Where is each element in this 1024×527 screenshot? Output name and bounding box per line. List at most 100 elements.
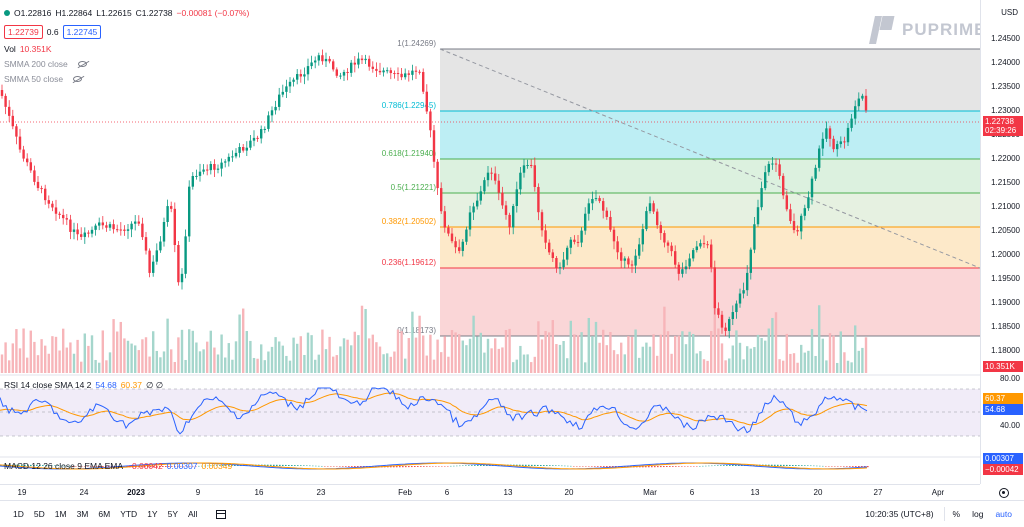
fib-label-0382: 0.382(1.20502) <box>382 217 437 226</box>
price-axis-label: 1.20500 <box>991 226 1020 235</box>
buy-button[interactable]: 1.22745 <box>62 25 102 39</box>
price-axis[interactable]: USD 1.245001.240001.235001.230001.225001… <box>980 0 1024 484</box>
smma200-legend[interactable]: SMMA 200 close <box>4 59 87 69</box>
price-axis-label: 1.18500 <box>991 322 1020 331</box>
range-6m-button[interactable]: 6M <box>98 509 111 519</box>
range-all-button[interactable]: All <box>188 509 198 519</box>
fib-label-05: 0.5(1.21221) <box>391 183 437 192</box>
price-axis-label: 1.19000 <box>991 298 1020 307</box>
smma200-label: SMMA 200 close <box>4 59 68 69</box>
price-axis-label: 1.22000 <box>991 154 1020 163</box>
price-axis-label: 1.23500 <box>991 82 1020 91</box>
fib-label-0236: 0.236(1.19612) <box>382 258 437 267</box>
macd-hist-value: −0.00042 <box>127 461 163 471</box>
auto-toggle[interactable]: auto <box>995 509 1012 519</box>
time-axis-label: 20 <box>564 488 574 497</box>
smma50-legend[interactable]: SMMA 50 close <box>4 74 83 84</box>
timezone-clock[interactable]: 10:20:35 (UTC+8) <box>865 509 934 519</box>
macd-value: 0.00307 <box>166 461 198 471</box>
ohlc-change: −0.00081 (−0.07%) <box>176 8 250 18</box>
ohlc-open: O1.22816 <box>14 8 52 18</box>
time-axis-label: 6 <box>444 488 450 497</box>
price-axis-label: 1.24000 <box>991 58 1020 67</box>
ohlc-legend: O1.22816 H1.22864 L1.22615 C1.22738 −0.0… <box>4 8 249 18</box>
time-axis-label: 23 <box>316 488 326 497</box>
rsi-value: 54.68 <box>95 380 117 390</box>
hidden-eye-icon[interactable] <box>77 61 87 67</box>
countdown-value: 02:39:26 <box>985 126 1017 135</box>
rsi-tag: 54.68 <box>983 404 1023 415</box>
bottom-toolbar: 1D 5D 1M 3M 6M YTD 1Y 5Y All 10:20:35 (U… <box>0 500 1024 527</box>
time-axis[interactable]: 19 24 2023 9 16 23 Feb 6 13 20 Mar 6 13 20 27 Apr <box>0 484 980 500</box>
volume-legend[interactable]: Vol 10.351K <box>4 44 52 54</box>
price-axis-label: 1.23000 <box>991 106 1020 115</box>
ohlc-high: H1.22864 <box>55 8 93 18</box>
range-1d-button[interactable]: 1D <box>13 509 24 519</box>
price-axis-label: 1.21500 <box>991 178 1020 187</box>
time-axis-label: Apr <box>931 488 945 497</box>
range-ytd-button[interactable]: YTD <box>120 509 138 519</box>
time-axis-label: 9 <box>195 488 201 497</box>
macd-signal-line <box>0 462 868 470</box>
time-axis-label: 13 <box>503 488 513 497</box>
macd-tag: 0.00307 <box>983 453 1023 464</box>
range-1m-button[interactable]: 1M <box>54 509 67 519</box>
volume-tag: 10.351K <box>983 361 1023 372</box>
price-axis-label: 1.24500 <box>991 34 1020 43</box>
logo-text: PUPRIME <box>902 20 987 39</box>
time-axis-label: Mar <box>643 488 657 497</box>
buy-sell-panel: 1.22739 0.6 1.22745 <box>4 25 102 39</box>
spread-value: 0.6 <box>46 27 59 37</box>
sell-button[interactable]: 1.22739 <box>4 25 43 39</box>
price-axis-label: 1.19500 <box>991 274 1020 283</box>
fib-label-0: 0(1.18173) <box>397 326 436 335</box>
fib-retracement[interactable]: 1(1.24269) 0.786(1.22945) 0.618(1.21940)… <box>382 39 981 337</box>
macd-legend[interactable]: MACD 12 26 close 9 EMA EMA −0.00042 0.00… <box>4 461 232 471</box>
time-axis-label: 2023 <box>127 488 145 497</box>
rsi-band <box>0 389 980 436</box>
rsi-axis-40: 40.00 <box>999 421 1020 430</box>
calendar-icon[interactable] <box>216 509 227 519</box>
log-toggle[interactable]: log <box>972 509 984 519</box>
rsi-extra: ∅ ∅ <box>145 380 164 390</box>
rsi-ma-tag: 60.37 <box>983 393 1023 404</box>
fib-label-0786: 0.786(1.22945) <box>382 101 437 110</box>
range-1y-button[interactable]: 1Y <box>147 509 158 519</box>
rsi-axis-80: 80.00 <box>999 374 1020 383</box>
range-5d-button[interactable]: 5D <box>33 509 45 519</box>
current-price-tag: 1.22738 02:39:26 <box>983 116 1023 136</box>
time-axis-label: 27 <box>873 488 883 497</box>
puprime-logo: PUPRIME <box>866 16 986 44</box>
range-3m-button[interactable]: 3M <box>76 509 89 519</box>
rsi-legend[interactable]: RSI 14 close SMA 14 2 54.68 60.37 ∅ ∅ <box>4 380 163 391</box>
currency-label[interactable]: USD <box>1001 8 1018 17</box>
rsi-title: RSI 14 close SMA 14 2 <box>4 380 92 390</box>
fib-label-1: 1(1.24269) <box>397 39 436 48</box>
bottom-right-controls: 10:20:35 (UTC+8) % log auto <box>865 507 1024 521</box>
smma50-label: SMMA 50 close <box>4 74 64 84</box>
ohlc-low: L1.22615 <box>96 8 132 18</box>
settings-gear-icon[interactable] <box>999 488 1009 498</box>
time-axis-label: 6 <box>689 488 695 497</box>
time-axis-label: 24 <box>79 488 89 497</box>
price-axis-label: 1.18000 <box>991 346 1020 355</box>
percent-toggle[interactable]: % <box>952 509 961 519</box>
rsi-line <box>0 387 868 435</box>
rsi-ma-value: 60.37 <box>120 380 142 390</box>
symbol-dot-icon <box>4 10 10 16</box>
puprime-logo-icon <box>866 16 896 44</box>
range-5y-button[interactable]: 5Y <box>167 509 178 519</box>
time-axis-label: Feb <box>398 488 412 497</box>
hidden-eye-icon[interactable] <box>73 76 83 82</box>
chart-area[interactable]: 1(1.24269) 0.786(1.22945) 0.618(1.21940)… <box>0 0 985 484</box>
price-chart[interactable]: 1(1.24269) 0.786(1.22945) 0.618(1.21940)… <box>0 0 981 484</box>
time-axis-label: 16 <box>254 488 264 497</box>
current-price-value: 1.22738 <box>985 117 1014 126</box>
price-axis-label: 1.20000 <box>991 250 1020 259</box>
divider <box>943 507 945 521</box>
macd-signal-value: 0.00349 <box>201 461 233 471</box>
price-axis-label: 1.21000 <box>991 202 1020 211</box>
volume-label: Vol <box>4 44 16 54</box>
time-axis-label: 20 <box>813 488 823 497</box>
volume-bars <box>0 305 868 373</box>
